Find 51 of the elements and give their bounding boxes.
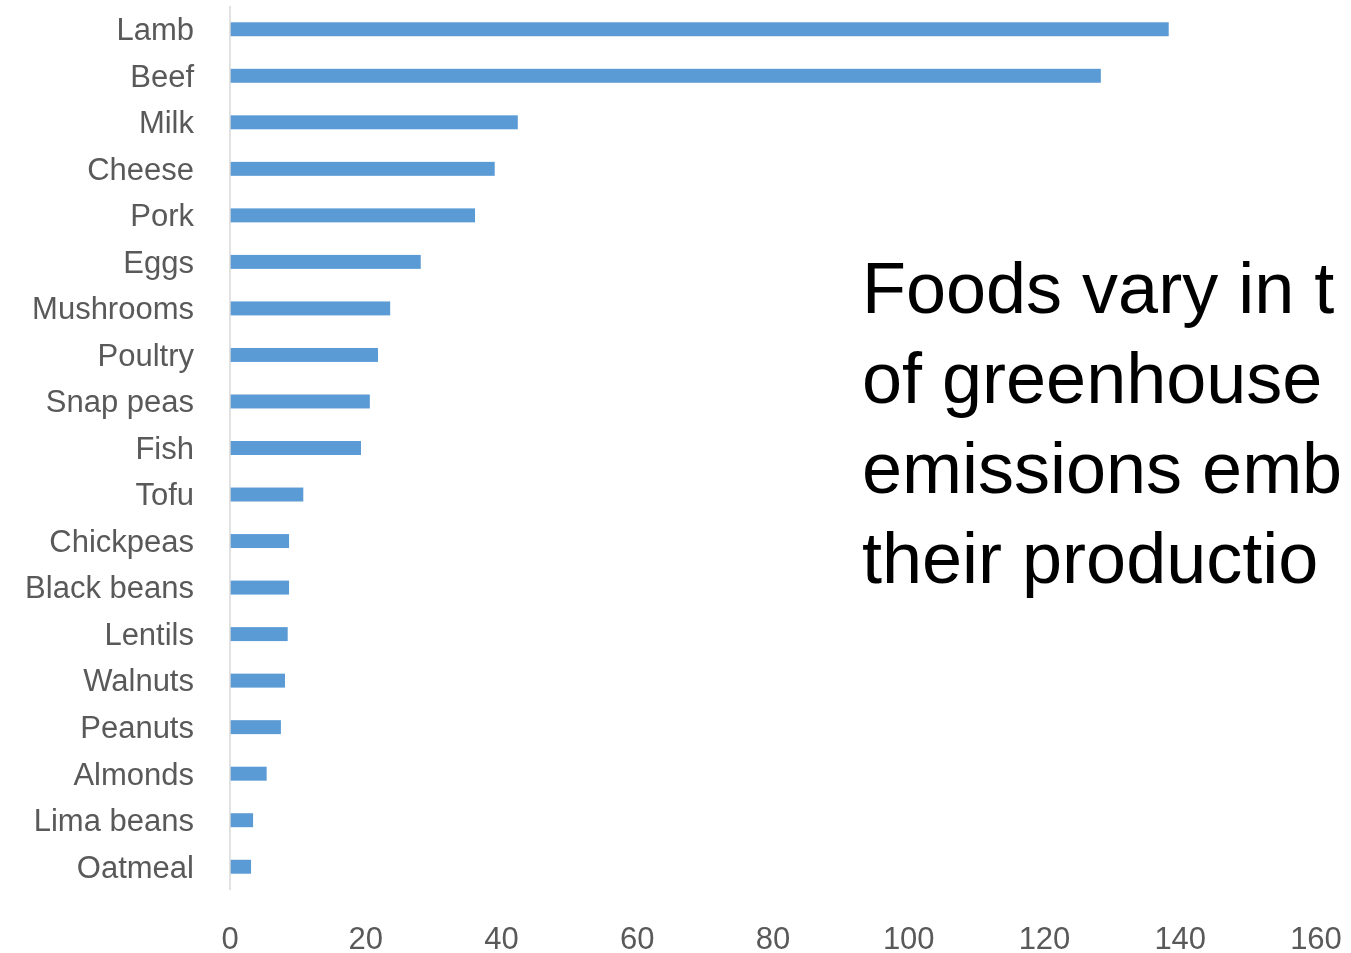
bar <box>230 487 304 502</box>
y-tick-label: Lamb <box>116 12 194 48</box>
y-tick-label: Black beans <box>25 570 194 606</box>
bar <box>230 394 370 409</box>
bar <box>230 22 1169 37</box>
x-tick-label: 140 <box>1154 920 1207 953</box>
bar <box>230 254 421 269</box>
y-tick-label: Eggs <box>123 244 194 280</box>
y-tick-label: Almonds <box>73 756 194 792</box>
bar <box>230 534 290 549</box>
y-tick-label: Fish <box>135 430 194 466</box>
y-tick-label: Poultry <box>97 337 195 373</box>
y-tick-label: Walnuts <box>83 663 194 699</box>
bar <box>230 68 1101 83</box>
y-tick-label: Milk <box>138 105 195 141</box>
bar <box>230 813 254 828</box>
bar <box>230 115 518 130</box>
y-tick-label: Snap peas <box>45 384 194 420</box>
x-tick-label: 0 <box>221 920 239 953</box>
x-tick-label: 60 <box>620 920 655 953</box>
y-tick-label: Cheese <box>87 151 194 187</box>
bar <box>230 301 391 316</box>
bar <box>230 161 495 176</box>
annotation: their productio <box>862 518 1319 598</box>
y-tick-label: Mushrooms <box>32 291 194 327</box>
y-tick-label: Lentils <box>104 616 194 652</box>
bar <box>230 347 378 362</box>
bar <box>230 580 290 595</box>
y-tick-label: Lima beans <box>33 803 194 839</box>
y-tick-label: Beef <box>130 58 195 94</box>
annotation: of greenhouse <box>862 338 1323 418</box>
y-tick-label: Pork <box>130 198 195 234</box>
bar <box>230 627 288 642</box>
bar <box>230 720 281 735</box>
bar <box>230 441 361 455</box>
bar <box>230 766 267 781</box>
bar <box>230 208 476 223</box>
y-tick-label: Tofu <box>135 477 194 513</box>
annotation: emissions emb <box>862 428 1343 508</box>
bar <box>230 673 285 688</box>
y-tick-label: Oatmeal <box>76 849 194 885</box>
y-tick-label: Peanuts <box>80 710 194 746</box>
x-tick-label: 40 <box>484 920 519 953</box>
x-tick-label: 160 <box>1290 920 1342 953</box>
y-tick-label: Chickpeas <box>49 523 194 559</box>
x-tick-label: 20 <box>348 920 383 953</box>
annotation: Foods vary in t <box>862 248 1335 328</box>
x-tick-label: 80 <box>755 920 791 953</box>
x-tick-label: 120 <box>1018 920 1071 953</box>
x-tick-label: 100 <box>882 920 935 953</box>
bar <box>230 859 252 874</box>
